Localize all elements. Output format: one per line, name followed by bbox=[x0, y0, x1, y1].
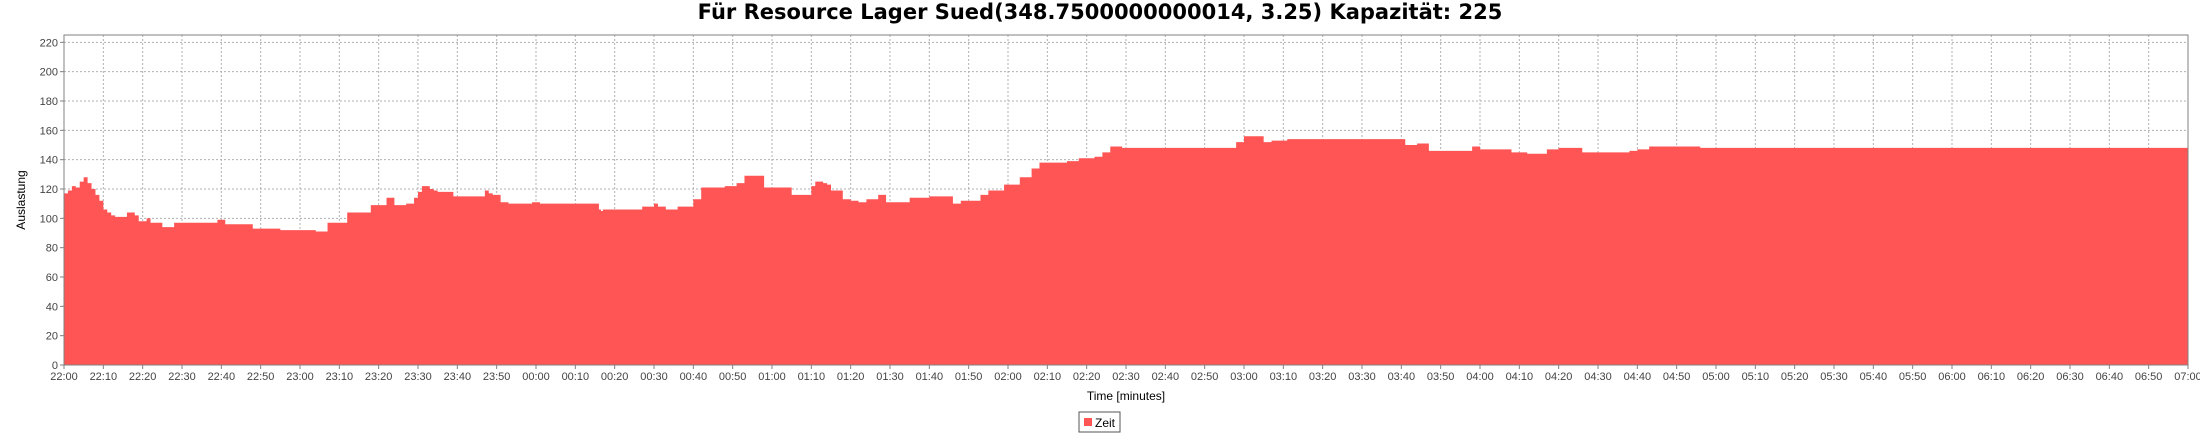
y-tick-label: 80 bbox=[46, 243, 58, 255]
x-tick-label: 06:40 bbox=[2096, 371, 2124, 383]
x-tick-label: 05:40 bbox=[1860, 371, 1888, 383]
x-tick-label: 05:20 bbox=[1781, 371, 1809, 383]
x-tick-label: 22:10 bbox=[90, 371, 118, 383]
chart-title: Für Resource Lager Sued(348.750000000001… bbox=[698, 0, 1503, 24]
y-tick-label: 140 bbox=[40, 155, 58, 167]
x-tick-label: 00:20 bbox=[601, 371, 629, 383]
y-tick-label: 20 bbox=[46, 331, 58, 343]
x-tick-label: 23:40 bbox=[444, 371, 472, 383]
x-tick-label: 02:50 bbox=[1191, 371, 1219, 383]
y-tick-label: 200 bbox=[40, 67, 58, 79]
x-tick-label: 00:40 bbox=[680, 371, 708, 383]
x-tick-label: 04:50 bbox=[1663, 371, 1691, 383]
x-tick-label: 06:50 bbox=[2135, 371, 2163, 383]
x-tick-label: 23:10 bbox=[326, 371, 354, 383]
y-tick-label: 0 bbox=[52, 360, 58, 372]
series-area bbox=[64, 136, 2188, 365]
legend-swatch bbox=[1084, 418, 1092, 426]
x-tick-label: 03:50 bbox=[1427, 371, 1455, 383]
x-tick-label: 00:30 bbox=[640, 371, 668, 383]
x-tick-label: 03:10 bbox=[1270, 371, 1298, 383]
x-axis-ticks: 22:00 22:10 22:20 22:30 22:40 22:50 23:00 23:10… bbox=[50, 365, 2200, 383]
series-area-zeit bbox=[64, 136, 2188, 365]
x-tick-label: 22:40 bbox=[208, 371, 236, 383]
x-tick-label: 02:30 bbox=[1112, 371, 1140, 383]
x-tick-label: 03:20 bbox=[1309, 371, 1337, 383]
y-axis-label: Auslastung bbox=[14, 170, 28, 229]
x-tick-label: 01:30 bbox=[876, 371, 904, 383]
x-tick-label: 01:00 bbox=[758, 371, 786, 383]
x-axis-label: Time [minutes] bbox=[1087, 389, 1165, 403]
y-tick-label: 220 bbox=[40, 37, 58, 49]
x-tick-label: 00:10 bbox=[562, 371, 590, 383]
x-tick-label: 04:00 bbox=[1466, 371, 1494, 383]
x-tick-label: 05:30 bbox=[1820, 371, 1848, 383]
x-tick-label: 06:20 bbox=[2017, 371, 2045, 383]
y-tick-label: 60 bbox=[46, 272, 58, 284]
y-tick-label: 180 bbox=[40, 96, 58, 108]
x-tick-label: 06:10 bbox=[1978, 371, 2006, 383]
x-tick-label: 02:20 bbox=[1073, 371, 1101, 383]
x-tick-label: 03:30 bbox=[1348, 371, 1376, 383]
x-tick-label: 22:20 bbox=[129, 371, 157, 383]
x-tick-label: 02:00 bbox=[994, 371, 1022, 383]
x-tick-label: 07:00 bbox=[2174, 371, 2200, 383]
x-tick-label: 22:50 bbox=[247, 371, 275, 383]
legend-box bbox=[1078, 411, 1121, 433]
x-tick-label: 05:00 bbox=[1702, 371, 1730, 383]
x-tick-label: 23:30 bbox=[404, 371, 432, 383]
x-tick-label: 04:20 bbox=[1545, 371, 1573, 383]
x-tick-label: 23:00 bbox=[286, 371, 314, 383]
x-tick-label: 06:30 bbox=[2056, 371, 2084, 383]
x-tick-label: 23:20 bbox=[365, 371, 393, 383]
legend: Zeit bbox=[1078, 411, 1121, 433]
legend-label: Zeit bbox=[1095, 416, 1116, 430]
x-tick-label: 00:50 bbox=[719, 371, 747, 383]
y-tick-label: 40 bbox=[46, 301, 58, 313]
x-tick-label: 02:40 bbox=[1152, 371, 1180, 383]
y-axis-ticks: 0 20 40 60 80 100 120 140 160 180 200 220 bbox=[40, 37, 64, 372]
y-tick-label: 120 bbox=[40, 184, 58, 196]
x-tick-label: 22:30 bbox=[168, 371, 196, 383]
x-tick-label: 02:10 bbox=[1034, 371, 1062, 383]
x-tick-label: 01:10 bbox=[798, 371, 826, 383]
x-tick-label: 03:00 bbox=[1230, 371, 1258, 383]
y-tick-label: 160 bbox=[40, 125, 58, 137]
x-tick-label: 01:20 bbox=[837, 371, 865, 383]
x-tick-label: 22:00 bbox=[50, 371, 78, 383]
x-tick-label: 05:10 bbox=[1742, 371, 1770, 383]
y-tick-label: 100 bbox=[40, 213, 58, 225]
x-tick-label: 00:00 bbox=[522, 371, 550, 383]
x-tick-label: 01:40 bbox=[916, 371, 944, 383]
x-tick-label: 23:50 bbox=[483, 371, 511, 383]
x-tick-label: 03:40 bbox=[1388, 371, 1416, 383]
x-tick-label: 04:30 bbox=[1584, 371, 1612, 383]
x-tick-label: 06:00 bbox=[1938, 371, 1966, 383]
x-tick-label: 04:10 bbox=[1506, 371, 1534, 383]
x-tick-label: 04:40 bbox=[1624, 371, 1652, 383]
x-tick-label: 05:50 bbox=[1899, 371, 1927, 383]
x-tick-label: 01:50 bbox=[955, 371, 983, 383]
